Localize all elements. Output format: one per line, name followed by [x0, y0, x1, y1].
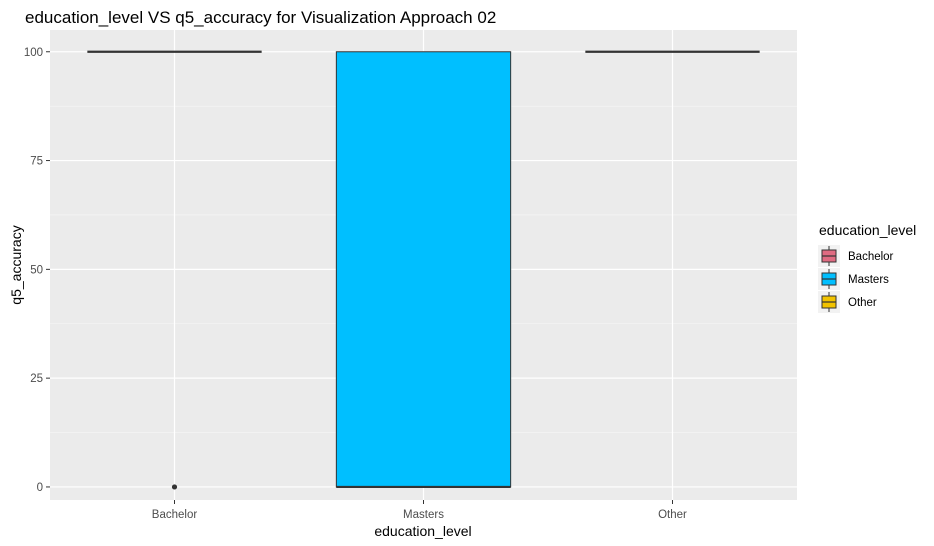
box-masters	[335, 51, 512, 489]
legend-keys: Bachelor Masters Other	[818, 245, 894, 313]
x-tick-label: Other	[658, 509, 687, 521]
legend-label: Other	[848, 297, 877, 309]
y-tick-label: 100	[24, 47, 43, 59]
x-tick-label: Masters	[403, 509, 444, 521]
legend-label: Bachelor	[848, 251, 894, 263]
box-layer	[87, 50, 760, 490]
legend-key-bachelor: Bachelor	[818, 245, 894, 267]
y-tick-label: 50	[30, 264, 43, 276]
x-axis-title: education_level	[374, 523, 471, 539]
y-axis: 0 25 50 75 100	[24, 47, 50, 494]
x-axis: Bachelor Masters Other	[152, 500, 687, 521]
legend-title: education_level	[819, 222, 916, 238]
legend-key-masters: Masters	[818, 268, 889, 290]
y-tick-label: 25	[30, 373, 43, 385]
box-body	[335, 51, 512, 488]
y-axis-title: q5_accuracy	[8, 225, 24, 304]
chart-title: education_level VS q5_accuracy for Visua…	[25, 8, 496, 27]
legend: education_level Bachelor Masters Other	[818, 222, 916, 313]
outlier-point	[171, 484, 178, 490]
y-tick-label: 0	[37, 482, 43, 494]
x-tick-label: Bachelor	[152, 509, 198, 521]
legend-label: Masters	[848, 274, 889, 286]
y-tick-label: 75	[30, 156, 43, 168]
legend-key-other: Other	[818, 291, 877, 313]
box-bachelor	[87, 50, 262, 490]
